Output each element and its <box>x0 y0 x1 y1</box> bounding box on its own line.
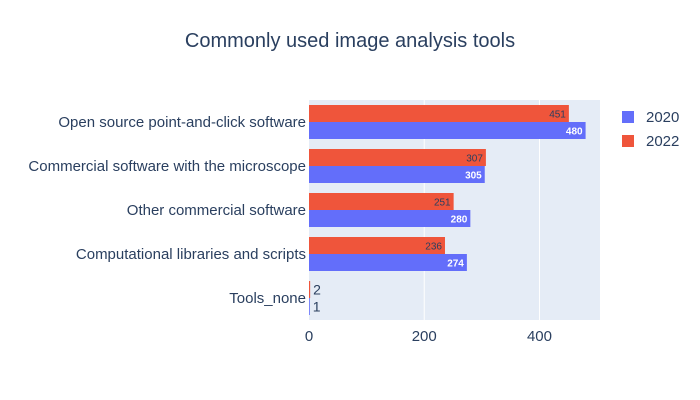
bar-value-label: 305 <box>465 171 482 182</box>
bar-value-label: 251 <box>434 198 451 209</box>
legend[interactable]: 2020 2022 <box>622 109 679 150</box>
bar-2020[interactable] <box>309 254 467 271</box>
category-label: Computational libraries and scripts <box>76 246 306 263</box>
legend-swatch-2022[interactable] <box>622 135 634 147</box>
x-tick-label: 0 <box>305 328 313 345</box>
legend-swatch-2020[interactable] <box>622 111 634 123</box>
bar-2020[interactable] <box>309 210 471 227</box>
bar-value-label: 280 <box>451 215 468 226</box>
x-tick-label: 200 <box>412 328 437 345</box>
bar-2022[interactable] <box>309 149 486 166</box>
category-label: Tools_none <box>229 290 306 307</box>
legend-label-2020[interactable]: 2020 <box>646 109 679 126</box>
bar-2022[interactable] <box>309 281 311 298</box>
bar-2022[interactable] <box>309 105 569 122</box>
x-tick-label: 400 <box>527 328 552 345</box>
chart-title: Commonly used image analysis tools <box>184 30 516 52</box>
x-axis-ticks: 0 200 400 <box>305 328 552 345</box>
bar-2020[interactable] <box>309 166 485 183</box>
category-label: Commercial software with the microscope <box>28 158 306 175</box>
bar-2020[interactable] <box>309 298 310 315</box>
bar-value-label: 1 <box>313 299 321 315</box>
legend-label-2022[interactable]: 2022 <box>646 133 679 150</box>
bar-2022[interactable] <box>309 237 445 254</box>
bar-value-label: 274 <box>447 259 464 270</box>
bar-value-label: 236 <box>425 242 442 253</box>
category-label: Open source point-and-click software <box>58 114 306 131</box>
bar-2022[interactable] <box>309 193 454 210</box>
bar-value-label: 307 <box>466 154 483 165</box>
category-label: Other commercial software <box>127 202 306 219</box>
bar-2020[interactable] <box>309 122 586 139</box>
bar-value-label: 2 <box>313 282 321 298</box>
bar-value-label: 451 <box>549 110 566 121</box>
category-labels: Open source point-and-click software Comm… <box>28 114 306 307</box>
bar-value-label: 480 <box>566 127 583 138</box>
